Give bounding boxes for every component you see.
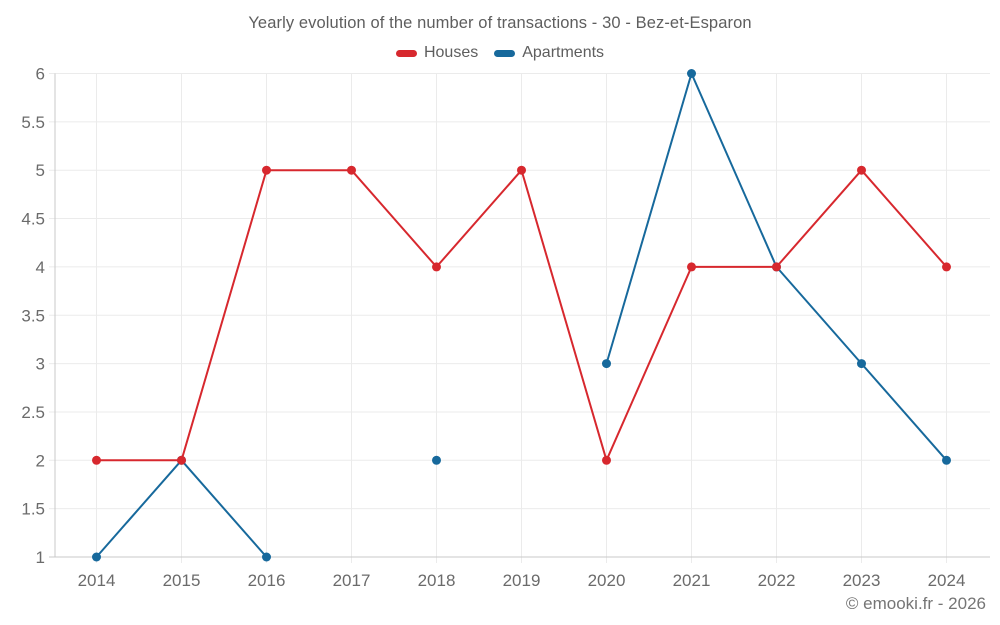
svg-text:2015: 2015 [163, 571, 201, 590]
svg-text:2014: 2014 [78, 571, 116, 590]
svg-text:1: 1 [36, 548, 45, 567]
legend-label-apartments: Apartments [522, 44, 605, 61]
svg-text:2020: 2020 [588, 571, 626, 590]
svg-text:2022: 2022 [758, 571, 796, 590]
chart-legend: Houses Apartments [0, 44, 1000, 62]
svg-text:2024: 2024 [928, 571, 966, 590]
svg-text:3.5: 3.5 [21, 306, 45, 325]
svg-text:1.5: 1.5 [21, 500, 45, 519]
svg-text:2017: 2017 [333, 571, 371, 590]
svg-text:2021: 2021 [673, 571, 711, 590]
legend-label-houses: Houses [423, 44, 479, 61]
svg-text:6: 6 [36, 65, 45, 84]
svg-text:5.5: 5.5 [21, 113, 45, 132]
legend-item-houses[interactable]: Houses [395, 44, 479, 62]
copyright-text: © emooki.fr - 2026 [845, 594, 986, 613]
svg-text:2023: 2023 [843, 571, 881, 590]
svg-text:2019: 2019 [503, 571, 541, 590]
houses-series-swatch [395, 49, 417, 57]
svg-text:4.5: 4.5 [21, 210, 45, 229]
chart-title: Yearly evolution of the number of transa… [248, 14, 752, 32]
svg-text:5: 5 [36, 161, 45, 180]
svg-text:2016: 2016 [248, 571, 286, 590]
apartments-series-swatch [494, 49, 516, 57]
svg-text:2018: 2018 [418, 571, 456, 590]
legend-item-apartments[interactable]: Apartments [494, 44, 604, 62]
svg-text:4: 4 [36, 258, 45, 277]
svg-text:2.5: 2.5 [21, 403, 45, 422]
svg-text:3: 3 [36, 355, 45, 374]
svg-text:2: 2 [36, 451, 45, 470]
